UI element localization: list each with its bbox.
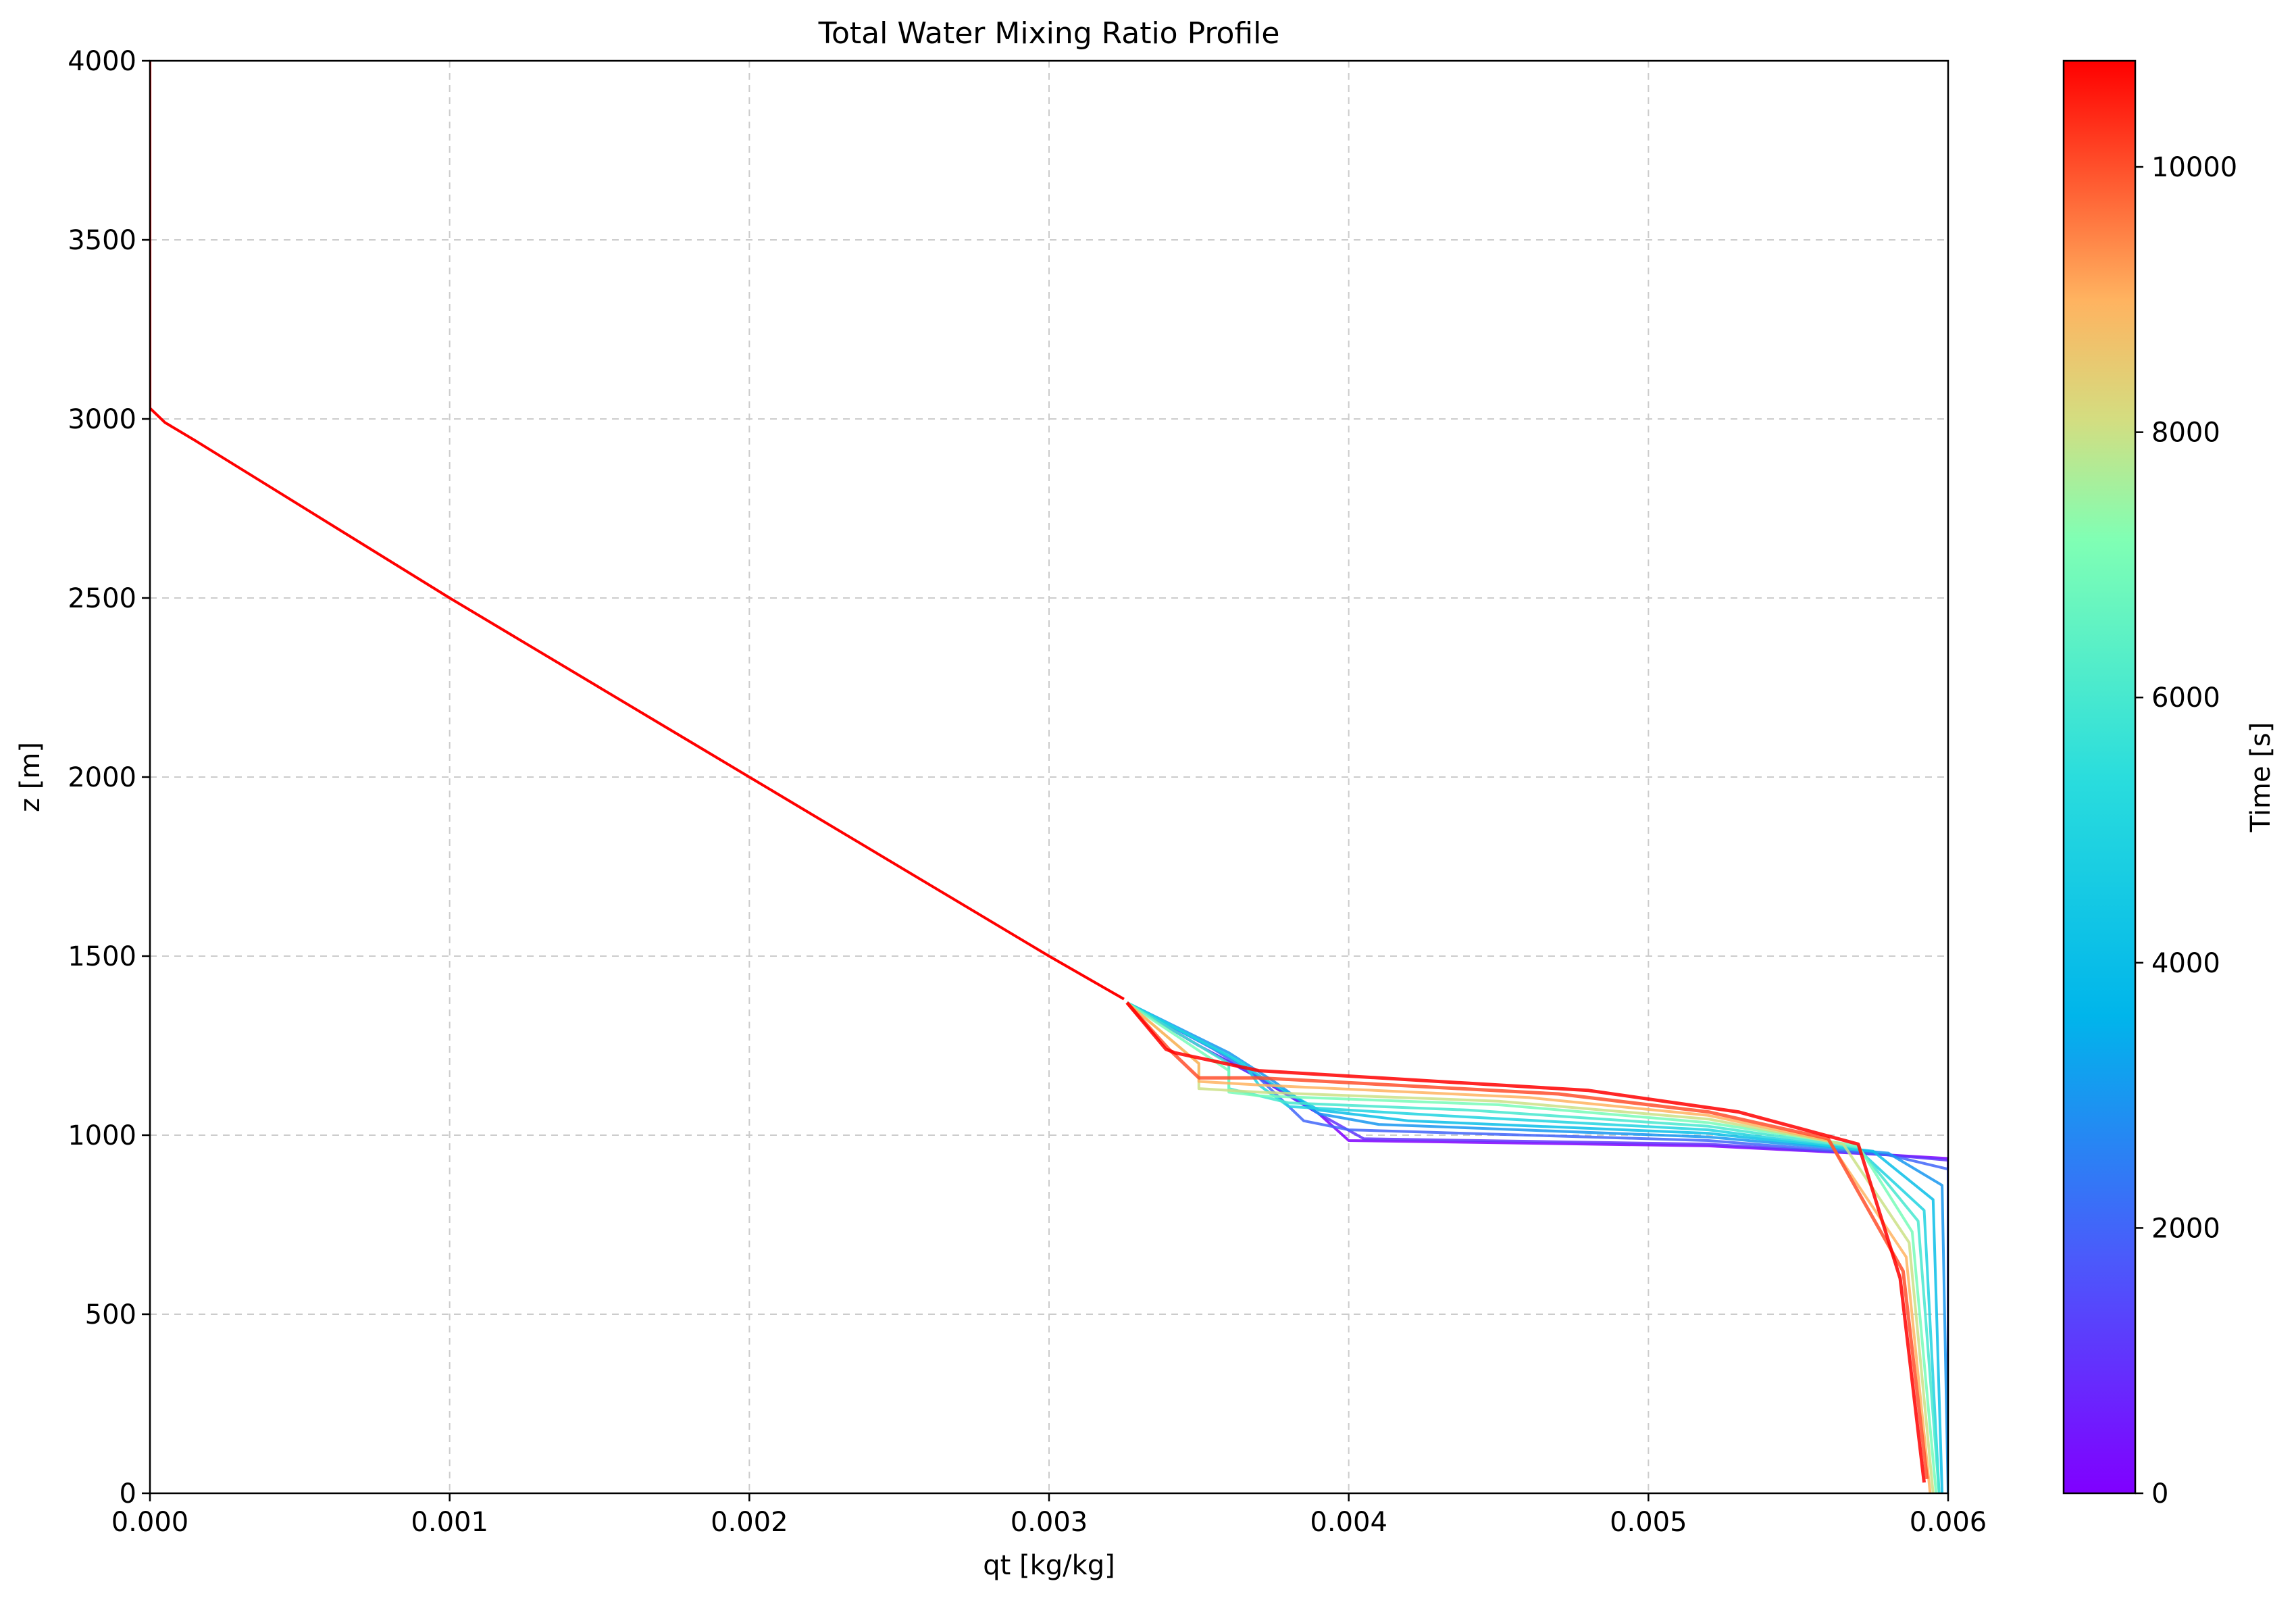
- y-tick-label: 2500: [68, 583, 136, 614]
- x-tick-label: 0.001: [411, 1507, 488, 1538]
- upper-profile-line: [150, 61, 1125, 1001]
- x-tick-label: 0.004: [1310, 1507, 1387, 1538]
- grid-lines: [150, 61, 1948, 1493]
- series-line: [1125, 1001, 1926, 1483]
- x-tick-label: 0.005: [1610, 1507, 1687, 1538]
- y-tick-label: 2000: [68, 762, 136, 793]
- y-tick-label: 1000: [68, 1120, 136, 1151]
- x-axis-label: qt [kg/kg]: [983, 1550, 1115, 1581]
- series-line: [1125, 1001, 1929, 1480]
- y-tick-label: 0: [120, 1478, 136, 1509]
- y-axis: 0 500 1000 1500 2000 2500 3000 3500 4000: [68, 46, 150, 1509]
- y-tick-label: 500: [85, 1299, 136, 1330]
- colorbar: [2062, 59, 2137, 1495]
- y-tick-label: 4000: [68, 46, 136, 77]
- x-tick-label: 0.002: [711, 1507, 788, 1538]
- colorbar-tick-label: 6000: [2151, 682, 2220, 714]
- series-layer: [150, 61, 1948, 1493]
- y-tick-label: 3500: [68, 225, 136, 256]
- x-axis: 0.000 0.001 0.002 0.003 0.004 0.005 0.006: [111, 1493, 1987, 1538]
- colorbar-label: Time [s]: [2245, 722, 2276, 833]
- colorbar-tick-label: 2000: [2151, 1213, 2220, 1244]
- colorbar-ticks: 0 2000 4000 6000 8000 10000: [2135, 152, 2237, 1509]
- chart-title: Total Water Mixing Ratio Profile: [818, 16, 1280, 51]
- y-axis-label: z [m]: [15, 742, 46, 812]
- x-tick-label: 0.003: [1011, 1507, 1088, 1538]
- x-tick-label: 0.006: [1910, 1507, 1987, 1538]
- y-tick-label: 3000: [68, 404, 136, 435]
- y-tick-label: 1500: [68, 941, 136, 972]
- series-line: [1126, 1001, 1941, 1493]
- colorbar-tick-label: 8000: [2151, 418, 2220, 449]
- colorbar-tick-label: 4000: [2151, 948, 2220, 979]
- colorbar-tick-label: 0: [2151, 1478, 2168, 1509]
- x-tick-label: 0.000: [111, 1507, 189, 1538]
- colorbar-tick-label: 10000: [2151, 152, 2237, 183]
- series-line: [1126, 1001, 1948, 1493]
